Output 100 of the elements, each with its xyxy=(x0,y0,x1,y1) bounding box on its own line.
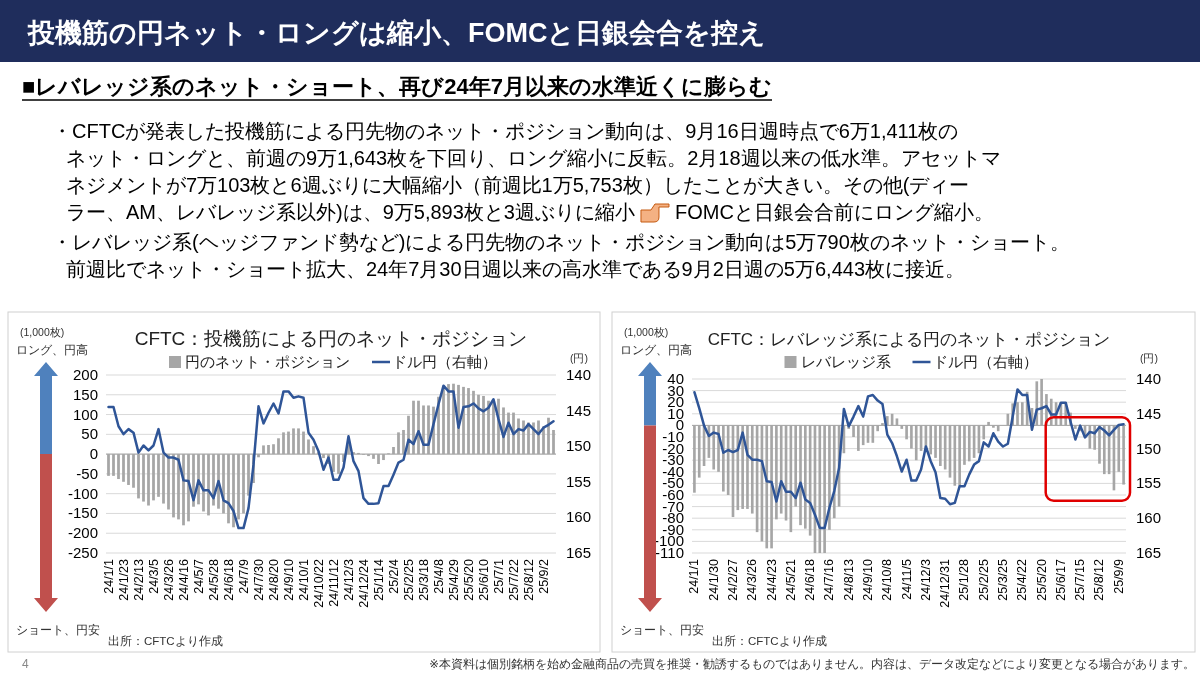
x-tick-label: 24/4/23 xyxy=(764,558,779,601)
chart-title: CFTC：レバレッジ系による円のネット・ポジション xyxy=(707,330,1111,349)
x-tick-label: 25/6/17 xyxy=(1053,558,1068,601)
text: ※本資料は個別銘柄を始め金融商品の売買を推奨・勧誘するものではありません。内容は、データ改定などにより変更となる場合があります。 xyxy=(429,657,1195,671)
text: ラー、AM、レバレッジ系以外)は、9万5,893枚と3週ぶりに縮小 xyxy=(66,201,635,223)
text: ショート、円安 xyxy=(16,623,100,636)
x-tick-label: 25/5/20 xyxy=(461,558,476,601)
x-tick-label: 25/2/4 xyxy=(386,558,401,594)
x-tick-label: 25/8/12 xyxy=(1092,558,1107,601)
x-tick-label: 24/2/27 xyxy=(725,558,740,601)
legend-label: ドル円（右軸） xyxy=(932,354,1038,370)
text: ロング、円高 xyxy=(620,343,692,356)
y2-tick-label: 150 xyxy=(566,437,592,455)
y2-tick-label: 140 xyxy=(1136,370,1162,387)
y2-axis-title: (円) xyxy=(570,352,588,364)
x-tick-label: 24/10/1 xyxy=(296,558,311,601)
x-tick-label: 24/12/24 xyxy=(356,558,371,608)
text: ネット・ロングと、前週の9万1,643枚を下回り、ロング縮小に反転。2月18週以来の低水準。アセットマ xyxy=(66,147,1001,169)
x-tick-label: 24/12/3 xyxy=(918,558,933,601)
x-tick-label: 25/8/12 xyxy=(521,558,536,601)
x-tick-label: 25/7/1 xyxy=(491,558,506,594)
y-tick-label: 50 xyxy=(81,425,98,443)
x-tick-label: 24/1/23 xyxy=(116,558,131,601)
x-tick-label: 24/9/10 xyxy=(281,558,296,601)
x-tick-label: 25/7/15 xyxy=(1073,558,1088,601)
y-tick-label: 100 xyxy=(72,405,98,423)
text: ・レバレッジ系(ヘッジファンド勢など)による円先物のネット・ポジション動向は5万790枚のネット・ショート。 xyxy=(52,231,1070,253)
x-tick-label: 24/5/28 xyxy=(206,558,221,601)
chart-title: CFTC：投機筋による円のネット・ポジション xyxy=(134,328,528,349)
x-tick-label: 24/1/30 xyxy=(706,558,721,601)
x-tick-label: 24/12/3 xyxy=(341,558,356,601)
x-tick-label: 24/5/7 xyxy=(191,558,206,594)
x-tick-label: 25/4/29 xyxy=(446,558,461,601)
x-tick-label: 25/4/8 xyxy=(431,558,446,594)
x-tick-label: 24/7/16 xyxy=(822,558,837,601)
text: 4 xyxy=(22,657,29,671)
x-tick-label: 24/8/13 xyxy=(841,558,856,601)
x-tick-label: 24/8/20 xyxy=(266,558,281,601)
text: ■レバレッジ系のネット・ショート、再び24年7月以来の水準近くに膨らむ xyxy=(22,74,772,99)
x-tick-label: 24/3/5 xyxy=(146,558,161,594)
y2-tick-label: 160 xyxy=(566,508,592,526)
y2-tick-label: 165 xyxy=(566,544,592,561)
x-tick-label: 24/4/16 xyxy=(176,558,191,601)
x-tick-label: 25/5/20 xyxy=(1034,558,1049,601)
y-axis-title: (1,000枚) xyxy=(20,326,65,338)
y-axis-title: (1,000枚) xyxy=(624,326,669,338)
y2-axis-title: (円) xyxy=(1140,352,1158,364)
text: ネジメントが7万103枚と6週ぶりに大幅縮小（前週比1万5,753枚）したことが大きい。その他(ディー xyxy=(66,174,970,196)
x-tick-label: 24/12/31 xyxy=(938,558,953,608)
x-tick-label: 24/6/18 xyxy=(803,558,818,601)
x-tick-label: 24/7/9 xyxy=(236,558,251,594)
x-tick-label: 24/6/18 xyxy=(221,558,236,601)
text: 出所：CFTCより作成 xyxy=(712,635,827,647)
x-tick-label: 24/5/21 xyxy=(783,558,798,601)
x-tick-label: 25/9/9 xyxy=(1111,558,1126,594)
text: ・CFTCが発表した投機筋による円先物のネット・ポジション動向は、9月16日週時点で6万1,411枚の xyxy=(52,120,959,142)
y2-tick-label: 145 xyxy=(566,401,592,419)
text: FOMCと日銀会合前にロング縮小。 xyxy=(674,201,994,223)
text: 投機筋の円ネット・ロングは縮小、FOMCと日銀会合を控え xyxy=(27,18,767,48)
x-tick-label: 24/2/13 xyxy=(131,558,146,601)
y2-tick-label: 155 xyxy=(1136,474,1162,492)
y2-tick-label: 150 xyxy=(1136,439,1162,457)
y-tick-label: -200 xyxy=(67,524,98,542)
x-tick-label: 25/2/25 xyxy=(401,558,416,601)
y2-tick-label: 160 xyxy=(1136,509,1162,527)
y-tick-label: 200 xyxy=(72,366,98,383)
y2-tick-label: 155 xyxy=(566,472,592,490)
y-tick-label: 150 xyxy=(72,385,98,403)
x-tick-label: 25/9/2 xyxy=(536,558,551,594)
y-tick-label: -50 xyxy=(76,464,98,482)
x-tick-label: 25/1/28 xyxy=(957,558,972,601)
x-tick-label: 24/10/8 xyxy=(880,558,895,601)
text: ロング、円高 xyxy=(16,343,88,356)
text: 出所：CFTCより作成 xyxy=(108,635,223,647)
text: 前週比でネット・ショート拡大、24年7月30日週以来の高水準である9月2日週の5万6,443枚に接近。 xyxy=(66,258,966,280)
text: ショート、円安 xyxy=(620,623,704,636)
legend-label: レバレッジ系 xyxy=(800,354,891,370)
y-tick-label: -100 xyxy=(67,484,98,502)
x-tick-label: 24/3/26 xyxy=(745,558,760,601)
x-tick-label: 24/11/5 xyxy=(899,558,914,600)
y-tick-label: -150 xyxy=(67,504,98,522)
x-tick-label: 25/3/18 xyxy=(416,558,431,601)
x-tick-label: 24/9/10 xyxy=(861,558,876,601)
legend-label: ドル円（右軸） xyxy=(392,354,497,370)
y2-tick-label: 145 xyxy=(1136,404,1162,422)
x-tick-label: 24/10/22 xyxy=(311,558,326,608)
x-tick-label: 25/2/25 xyxy=(976,558,991,601)
y2-tick-label: 140 xyxy=(566,366,592,383)
x-tick-label: 24/1/1 xyxy=(687,558,702,594)
y-tick-label: 0 xyxy=(89,445,98,463)
x-tick-label: 24/3/26 xyxy=(161,558,176,601)
y-tick-label: 40 xyxy=(667,370,684,387)
x-tick-label: 24/7/30 xyxy=(251,558,266,601)
x-tick-label: 24/11/12 xyxy=(326,558,341,607)
x-tick-label: 25/1/14 xyxy=(371,558,386,601)
x-tick-label: 25/7/22 xyxy=(506,558,521,601)
x-tick-label: 25/6/10 xyxy=(476,558,491,601)
legend-label: 円のネット・ポジション xyxy=(185,354,350,370)
y2-tick-label: 165 xyxy=(1136,544,1162,561)
x-tick-label: 24/1/1 xyxy=(101,558,116,594)
